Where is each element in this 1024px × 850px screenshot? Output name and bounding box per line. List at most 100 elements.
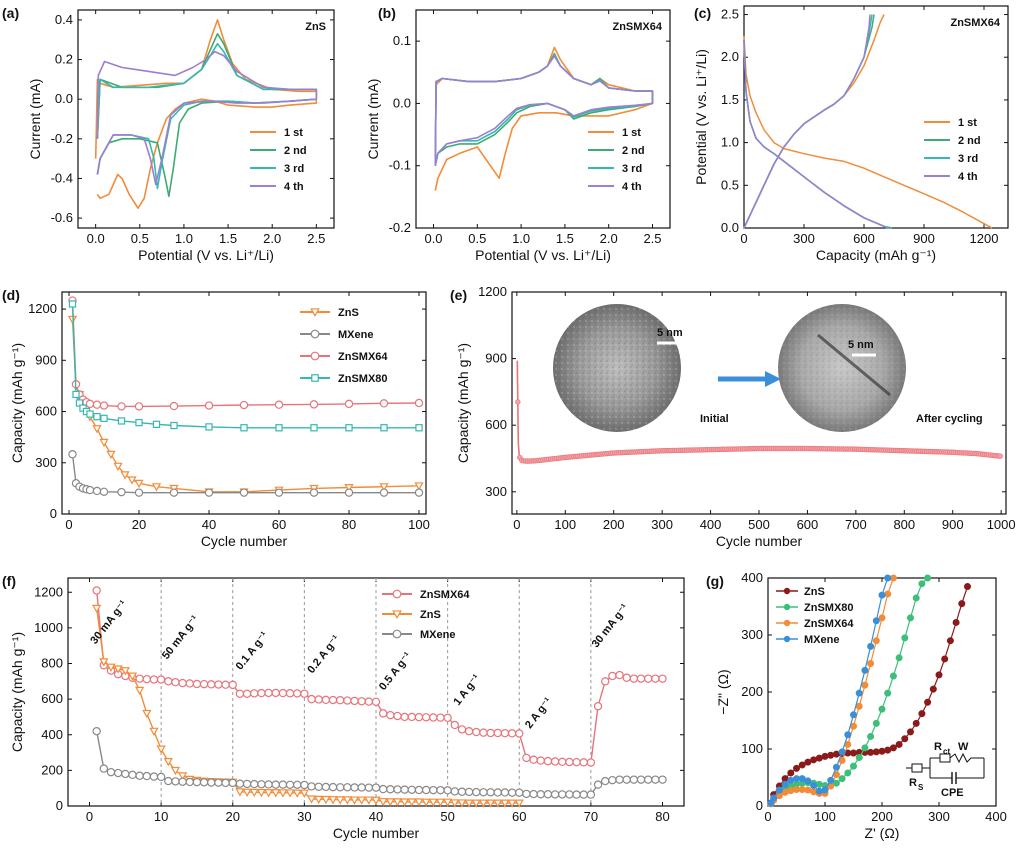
y-tick-label: -0.2 [51,131,73,146]
data-point-zns [242,788,252,797]
panel-b: (b) 0.0 0.5 1.0 1.5 2.0 2.5 -0.2 -0.1 0.0 0.1 Poten… [365,5,671,263]
data-point-mxene [169,488,179,497]
data-point-mxene [529,789,538,799]
data-point-znsmx64 [321,695,331,705]
x-tick-label: 500 [748,517,770,532]
legend-label: ZnSMX64 [338,351,388,363]
y-tick-label: -0.4 [51,170,73,185]
data-point-mxene [486,788,495,797]
data-point-znsmx64 [450,720,459,730]
data-point-mxene [565,790,574,799]
x-tick-label: 2.5 [307,231,325,246]
data-point-znsmx64 [798,785,806,793]
x-tick-label: 1200 [970,231,999,246]
data-point-mxene [457,787,467,796]
data-point-zns [884,746,892,754]
data-point-znsmx64 [636,674,646,683]
rate-label: 50 mA g⁻¹ [160,613,202,662]
series-line-4-th-charge [743,14,871,229]
legend-label: 1 st [958,117,977,129]
legend-marker [392,629,402,639]
data-point-zns [92,425,102,434]
panel-label: (b) [378,5,396,21]
data-point-znsmx64 [199,679,209,689]
y-tick-label: 800 [41,656,63,671]
rate-label: 0.1 A g⁻¹ [234,629,271,672]
data-point-znsmx64 [407,712,417,722]
data-point-mxene [793,775,800,783]
data-point-zns [798,761,806,769]
y-tick-label: 1.0 [721,135,739,150]
legend-marker [783,635,791,643]
data-point-znsmx64 [393,711,402,721]
data-point-znsmx64 [92,400,102,409]
data-point-znsmx64 [443,713,452,723]
data-point-znsmx64 [185,679,194,688]
x-tick-label: 0.5 [468,231,486,246]
y-tick-label: 1200 [34,584,63,599]
data-point-znsmx64 [861,681,869,689]
data-point-mxene [178,777,187,786]
data-point-mxene [300,780,309,790]
y-tick-label: -0.6 [51,210,73,225]
data-point-mxene [214,778,223,787]
data-point-zns [478,799,489,808]
rate-label: 30 mA g⁻¹ [590,602,632,651]
y-tick-label: 2.0 [721,49,739,64]
data-point-zns [364,796,374,805]
y-axis-label: Current (mA) [27,79,43,160]
y-tick-label: 600 [35,404,57,419]
data-point-znsmx64 [257,688,266,698]
y-tick-label: 400 [741,570,763,585]
data-point-znsmx64 [414,712,424,722]
data-point-zns [832,750,840,758]
data-point-mxene [798,775,806,783]
data-point-znsmx80 [100,414,108,423]
data-point-zns [827,751,835,759]
data-point-zns [810,756,818,764]
data-point-znsmx64 [658,674,667,683]
rate-label: 0.5 A g⁻¹ [377,650,414,693]
data-point-zns [471,799,481,808]
x-tick-label: 60 [272,517,286,532]
panel-a: (a) 0.0 0.5 1.0 1.5 2.0 2.5 -0.6 -0.4 -0.2 0.0 0.2 0… [2,5,335,263]
y-axis-label: −Z" (Ω) [715,669,731,714]
data-point-mxene [586,790,596,799]
label-rs: R [909,777,917,789]
x-tick-label: 600 [853,231,875,246]
data-point-mxene [85,485,95,495]
data-point-mxene [250,779,259,789]
data-point-znsmx64 [293,689,302,698]
data-point-zns [821,752,829,760]
data-point-znsmx64 [204,401,214,410]
data-point-znsmx64 [608,671,617,681]
data-point-zns [99,438,109,448]
data-point-zns [889,744,897,752]
data-point-zns [385,798,395,807]
data-point-mxene [787,776,795,784]
data-point-znsmx64 [804,786,812,794]
x-tick-label: 700 [845,517,867,532]
data-point-mxene [371,783,381,792]
data-point-znsmx64 [92,586,101,595]
legend-label: 4 th [284,181,304,193]
data-point-znsmx64 [335,695,345,705]
data-point-mxene [307,782,316,791]
plot-frame [61,291,427,515]
data-point-znsmx80 [135,418,143,427]
data-point-mxene [507,788,517,797]
x-tick-label: 80 [655,809,669,824]
legend-label: ZnSMX64 [804,618,854,630]
chart-title: ZnS [305,21,326,33]
data-point-mxene [629,775,639,784]
y-tick-label: 100 [741,741,763,756]
legend-marker [310,351,320,361]
data-point-mxene [239,488,249,497]
data-point-znsmx80 [907,614,914,622]
data-point-znsmx64 [572,757,581,767]
data-point-mxene [128,770,137,780]
y-tick-label: 0 [756,798,763,813]
transition-arrow [718,371,781,387]
x-tick-label: 0.5 [131,231,149,246]
